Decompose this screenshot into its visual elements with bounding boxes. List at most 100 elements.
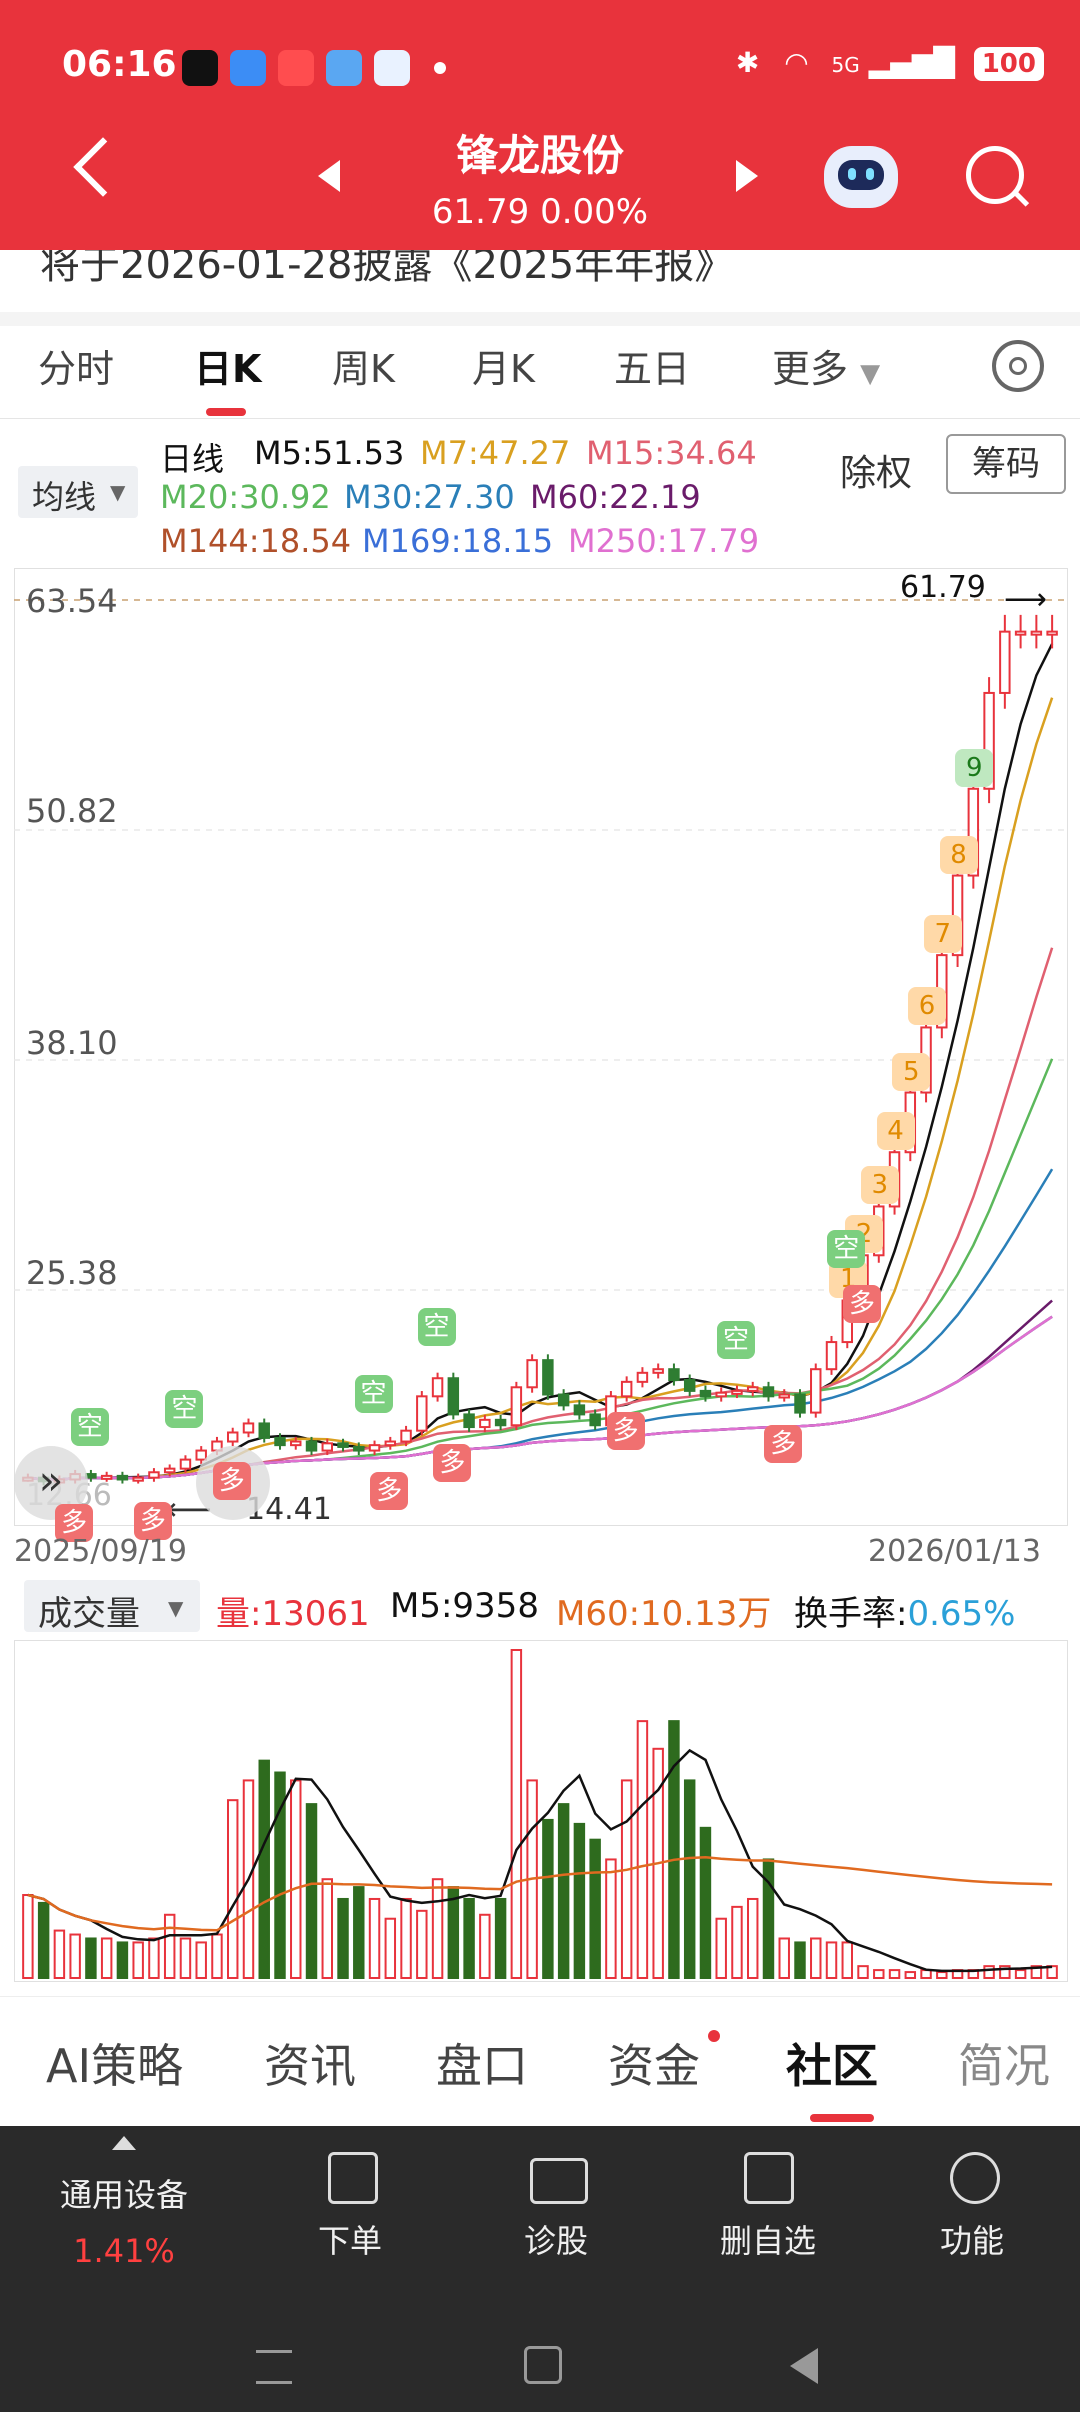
candle-body xyxy=(794,1393,806,1414)
volume-bar xyxy=(857,1965,869,1979)
candle-body xyxy=(778,1393,790,1399)
function-button[interactable]: 功能 xyxy=(939,2222,1004,2260)
volume-bar xyxy=(479,1913,491,1980)
ma7-label: M7:47.27 xyxy=(420,434,571,472)
settings-icon[interactable] xyxy=(992,340,1044,392)
prev-stock-icon[interactable] xyxy=(318,160,340,192)
tab-daily-k[interactable]: 日K xyxy=(194,347,262,391)
tab-fenshi[interactable]: 分时 xyxy=(38,347,115,391)
volume-bar xyxy=(100,1937,113,1980)
network-label: 5G xyxy=(831,53,860,77)
tab-order-book[interactable]: 盘口 xyxy=(436,2039,528,2093)
candle-body xyxy=(290,1440,302,1447)
nav-recents-icon[interactable] xyxy=(256,2350,292,2384)
volume-bar xyxy=(542,1818,554,1980)
sector-name[interactable]: 通用设备 xyxy=(59,2176,188,2214)
volume-bar xyxy=(888,1969,901,1980)
ma144-label: M144:18.54 xyxy=(160,522,352,560)
candle-body xyxy=(683,1379,696,1392)
start-date: 2025/09/19 xyxy=(14,1534,187,1569)
tab-overview[interactable]: 简况 xyxy=(958,2039,1050,2093)
nav-home-icon[interactable] xyxy=(524,2346,562,2384)
ma-selector[interactable]: 均线 ▼ xyxy=(18,466,138,518)
candle-body xyxy=(274,1436,286,1447)
volume-m5-label: M5:9358 xyxy=(390,1586,539,1626)
order-icon xyxy=(328,2152,378,2204)
kline-chart-frame[interactable] xyxy=(14,568,1068,1526)
candle-body xyxy=(416,1395,428,1432)
tab-funds[interactable]: 资金 xyxy=(608,2039,700,2093)
volume-bar xyxy=(384,1917,397,1980)
candle-body xyxy=(510,1386,523,1427)
volume-bar xyxy=(620,1779,633,1980)
buy-signal-badge: 多 xyxy=(370,1471,409,1510)
candle-body xyxy=(321,1442,333,1452)
candle-body xyxy=(1030,630,1043,636)
turnover-value: 0.65% xyxy=(907,1594,1016,1634)
turnover-rate: 换手率:0.65% xyxy=(794,1586,1015,1635)
sell-signal-badge: 空 xyxy=(716,1320,755,1359)
nine-turn-badge: 8 xyxy=(939,835,978,874)
fuquan-button[interactable]: 除权 xyxy=(840,453,913,494)
buy-signal-badge: 多 xyxy=(843,1285,882,1324)
volume-bar xyxy=(69,1933,81,1980)
candle-body xyxy=(967,787,980,877)
chouma-button[interactable]: 筹码 xyxy=(946,434,1066,494)
candle-body xyxy=(305,1440,318,1452)
ma-selector-label: 均线 xyxy=(32,478,97,516)
expand-up-icon[interactable] xyxy=(112,2136,136,2150)
nine-turn-badge: 5 xyxy=(892,1052,931,1091)
tab-more[interactable]: 更多 ▼ xyxy=(772,338,880,393)
candle-body xyxy=(983,691,995,790)
candle-body xyxy=(668,1368,680,1382)
next-stock-icon[interactable] xyxy=(736,160,758,192)
tab-community[interactable]: 社区 xyxy=(786,2039,878,2093)
volume-bar xyxy=(227,1799,239,1980)
tab-ai-strategy[interactable]: AI策略 xyxy=(46,2039,184,2093)
candle-body xyxy=(557,1393,570,1407)
volume-bar xyxy=(557,1803,570,1979)
volume-selector[interactable]: 成交量 ▼ xyxy=(24,1580,200,1634)
order-button[interactable]: 下单 xyxy=(317,2222,382,2260)
tab-weekly-k[interactable]: 周K xyxy=(332,347,395,391)
sell-signal-badge: 空 xyxy=(70,1407,109,1446)
volume-bar xyxy=(731,1905,743,1979)
volume-bar xyxy=(904,1971,917,1979)
tab-five-day[interactable]: 五日 xyxy=(614,347,691,391)
remove-watchlist-button[interactable]: 删自选 xyxy=(719,2222,816,2260)
volume-bar xyxy=(53,1929,66,1980)
app-header: 06:16 ✱ ◠ 5G ▂▄▆█ 100 锋龙股份 61.79 0.00% xyxy=(0,0,1080,250)
tab-news[interactable]: 资讯 xyxy=(264,2039,356,2093)
candle-body xyxy=(258,1422,270,1439)
stock-price: 61.79 xyxy=(431,192,530,232)
dropdown-icon: ▼ xyxy=(110,480,126,504)
ma20-label: M20:30.92 xyxy=(160,478,331,516)
diagnose-button[interactable]: 诊股 xyxy=(523,2222,588,2260)
candle-body xyxy=(337,1442,349,1448)
candle-body xyxy=(589,1413,601,1427)
volume-bar xyxy=(636,1720,649,1980)
app-icon xyxy=(278,50,314,86)
divider xyxy=(0,418,1080,419)
volume-selector-label: 成交量 xyxy=(38,1594,140,1634)
candle-body xyxy=(1046,630,1058,636)
volume-m60-label: M60:10.13万 xyxy=(556,1594,772,1634)
ai-robot-icon[interactable] xyxy=(824,146,898,208)
search-icon[interactable] xyxy=(966,146,1024,204)
candle-body xyxy=(620,1380,633,1398)
sell-signal-badge: 空 xyxy=(354,1375,393,1414)
volume-bar xyxy=(305,1803,318,1979)
bluetooth-icon: ✱ xyxy=(735,46,760,79)
end-date: 2026/01/13 xyxy=(868,1534,1041,1569)
nav-back-icon[interactable] xyxy=(790,2348,818,2384)
volume-bar xyxy=(494,1897,507,1980)
volume-bar xyxy=(1030,1965,1043,1979)
weather-icon xyxy=(326,50,362,86)
volume-chart-frame[interactable] xyxy=(14,1640,1068,1982)
volume-bar xyxy=(195,1941,207,1979)
volume-ma60-line xyxy=(27,1856,1053,1932)
candle-body xyxy=(353,1445,365,1452)
tab-monthly-k[interactable]: 月K xyxy=(472,347,535,391)
ma30-label: M30:27.30 xyxy=(344,478,515,516)
signal-icon: ▂▄▆█ xyxy=(868,46,955,79)
